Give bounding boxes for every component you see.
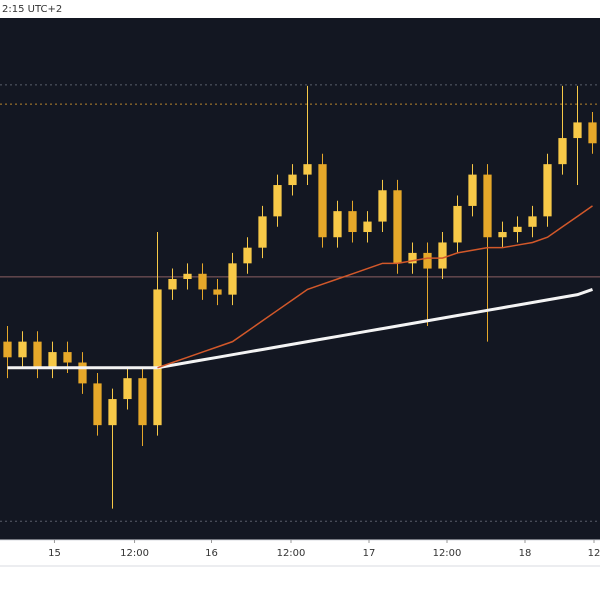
candle-body (303, 164, 312, 175)
candle-body (498, 232, 507, 238)
x-tick-label: 12:00 (277, 548, 306, 559)
candle-body (408, 252, 417, 264)
candle-body (543, 164, 552, 217)
candle-body (243, 247, 252, 264)
x-tick-label: 12:00 (433, 548, 462, 559)
candle-body (573, 122, 582, 139)
candle-body (288, 174, 297, 186)
candle-body (333, 211, 342, 238)
candle-body (213, 289, 222, 295)
candle-body (438, 242, 447, 269)
x-tick-label: 18 (519, 548, 532, 559)
candle-body (183, 273, 192, 279)
candle-body (3, 341, 12, 358)
candle-body (273, 185, 282, 217)
moving-average (7, 288, 593, 370)
candle-body (423, 252, 432, 269)
x-tick-label: 17 (363, 548, 376, 559)
candle-body (483, 174, 492, 238)
candle-body (468, 174, 477, 206)
candle-body (363, 221, 372, 233)
header-bar (0, 0, 600, 18)
candle-body (348, 211, 357, 233)
x-tick-label: 12:00 (120, 548, 149, 559)
candle-body (528, 216, 537, 227)
x-tick-label: 12 (588, 548, 600, 559)
candle-body (138, 378, 147, 426)
candle-body (78, 362, 87, 384)
candle-body (513, 226, 522, 233)
candle-body (33, 341, 42, 368)
candle-body (318, 164, 327, 238)
candle-body (48, 352, 57, 368)
candle-body (93, 383, 102, 426)
candle-body (63, 352, 72, 363)
candle-body (168, 279, 177, 290)
candle-body (258, 216, 267, 248)
x-tick-label: 15 (48, 548, 61, 559)
candle-body (228, 263, 237, 295)
header-text: 2:15 UTC+2 (2, 4, 62, 15)
candle-body (198, 273, 207, 290)
candle-body (108, 399, 117, 426)
plot-area (0, 18, 600, 540)
x-axis-strip (0, 540, 600, 566)
candle-body (558, 138, 567, 165)
x-tick-label: 16 (205, 548, 218, 559)
candle-body (378, 190, 387, 222)
moving-average (157, 205, 593, 369)
candle-body (588, 122, 597, 144)
candle-body (393, 190, 402, 264)
candle-body (123, 378, 132, 400)
candle-body (18, 341, 27, 358)
candle-body (453, 205, 462, 243)
candle-body (153, 289, 162, 426)
